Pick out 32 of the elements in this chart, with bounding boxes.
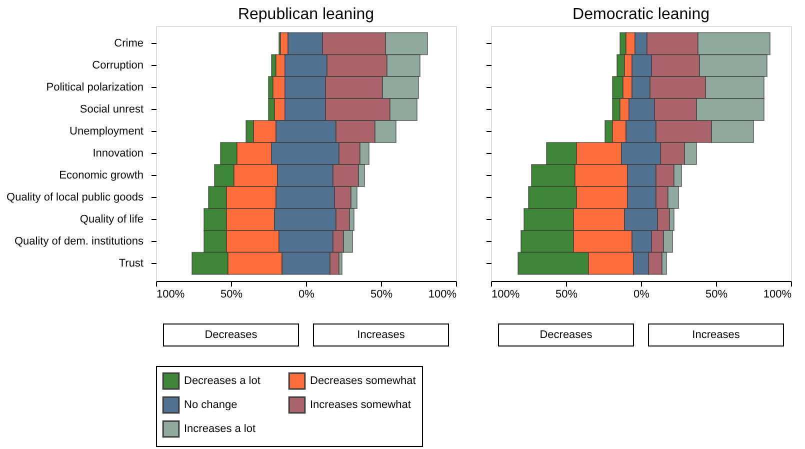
text: Increases	[692, 329, 740, 341]
text: Decreases	[204, 329, 258, 341]
chart-title: Democratic leaning	[572, 6, 710, 23]
y-tick-label: Corruption	[92, 60, 144, 72]
y-tick-label: Social unrest	[80, 104, 144, 116]
x-tick-label: 100%	[763, 288, 792, 300]
y-tick-label: Quality of dem. institutions	[14, 235, 144, 248]
y-tick-label: Political polarization	[46, 82, 144, 94]
y-tick-label: Unemployment	[70, 126, 144, 138]
legend-label: Increases a lot	[184, 423, 256, 435]
x-tick-label: 100%	[428, 288, 457, 300]
y-tick-label: Innovation	[92, 148, 144, 160]
y-tick-label: Quality of local public goods	[6, 191, 144, 204]
y-tick-label: Crime	[114, 38, 144, 50]
legend-label: Decreases a lot	[184, 375, 260, 388]
y-tick-label: Trust	[118, 257, 144, 270]
chart-title: Republican leaning	[238, 6, 374, 23]
legend-label: No change	[184, 399, 238, 411]
x-tick-label: 100%	[156, 288, 185, 300]
x-tick-label: 50%	[705, 288, 728, 300]
x-tick-label: 0%	[634, 288, 650, 300]
x-tick-label: 50%	[370, 288, 393, 300]
x-tick-label: 50%	[220, 288, 243, 300]
legend-label: Increases somewhat	[310, 399, 411, 411]
text: Increases	[357, 329, 406, 341]
x-tick-label: 50%	[555, 288, 578, 300]
x-tick-label: 100%	[492, 288, 520, 300]
y-tick-label: Economic growth	[59, 169, 144, 182]
text: Decreases	[540, 329, 593, 341]
legend-label: Decreases somewhat	[310, 375, 416, 388]
y-tick-label: Quality of life	[80, 213, 144, 226]
x-tick-label: 0%	[298, 288, 315, 300]
